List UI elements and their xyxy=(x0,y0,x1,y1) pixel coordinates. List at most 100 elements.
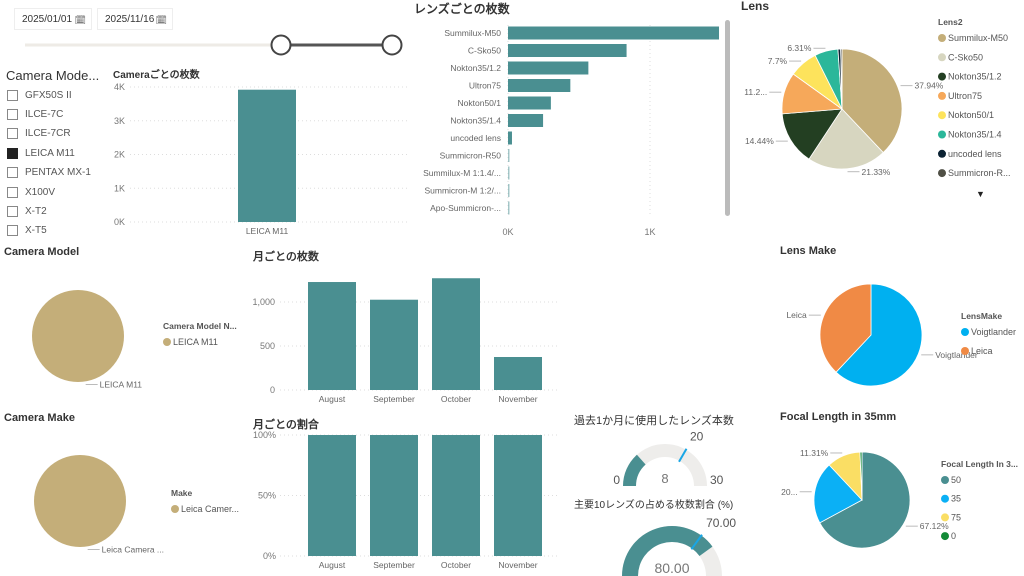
legend-item[interactable]: Nokton35/1.2 xyxy=(948,72,1002,82)
y-tick-label: Nokton50/1 xyxy=(458,98,502,108)
data-label: Leica Camera ... xyxy=(102,544,164,554)
slider-start-handle[interactable] xyxy=(270,34,292,56)
bar[interactable] xyxy=(308,435,356,556)
caret-down-icon[interactable]: ▼ xyxy=(976,189,985,199)
bar[interactable] xyxy=(508,96,551,110)
legend-item[interactable]: LEICA M11 xyxy=(173,337,218,347)
slider-end-handle[interactable] xyxy=(381,34,403,56)
camera-slicer-item[interactable]: ILCE-7CR xyxy=(7,126,71,142)
y-tick-label: 0 xyxy=(270,385,275,395)
bar[interactable] xyxy=(508,184,510,197)
camera-slicer-item-label: X100V xyxy=(25,186,56,198)
legend-item[interactable]: 0 xyxy=(951,531,956,541)
lens-count-title: レンズごとの枚数 xyxy=(414,2,510,16)
gauge-target-label: 20 xyxy=(690,430,704,444)
date-range-slider[interactable] xyxy=(0,0,420,60)
bar[interactable] xyxy=(508,201,510,215)
legend-item[interactable]: Nokton50/1 xyxy=(948,110,994,120)
bar[interactable] xyxy=(432,278,480,390)
y-tick-label: 1,000 xyxy=(252,297,275,307)
checkbox[interactable] xyxy=(7,89,18,101)
pie-slice[interactable] xyxy=(781,108,843,160)
pie-slice[interactable] xyxy=(840,48,843,110)
legend-item[interactable]: Leica Camer... xyxy=(181,504,239,514)
pie-slice[interactable] xyxy=(819,451,911,549)
bar[interactable] xyxy=(508,44,627,57)
pie-slice[interactable] xyxy=(859,451,863,501)
bar[interactable] xyxy=(432,435,480,556)
bar[interactable] xyxy=(494,357,542,390)
bar[interactable] xyxy=(508,131,512,145)
legend-marker xyxy=(938,111,946,120)
bar[interactable] xyxy=(508,61,589,75)
calendar-icon[interactable]: 🗓 xyxy=(74,15,86,25)
checkbox[interactable] xyxy=(7,147,18,159)
x-tick-label: September xyxy=(373,394,415,404)
end-date-value: 2025/11/16 xyxy=(105,14,155,25)
start-date-input[interactable]: 2025/01/01 🗓 xyxy=(14,8,92,30)
camera-slicer-item[interactable]: X100V xyxy=(7,184,55,200)
camera-slicer-item[interactable]: X-T5 xyxy=(7,223,47,239)
pie-slice[interactable] xyxy=(813,464,863,524)
gauge-fill xyxy=(621,525,713,576)
x-tick-label: 0K xyxy=(502,227,513,237)
bar[interactable] xyxy=(370,299,418,390)
camera-slicer-item[interactable]: GFX50S II xyxy=(7,87,72,103)
camera-slicer-item-label: X-T5 xyxy=(25,225,47,237)
camera-slicer-item[interactable]: ILCE-7C xyxy=(7,106,63,122)
legend-item[interactable]: uncoded lens xyxy=(948,149,1002,159)
end-date-input[interactable]: 2025/11/16 🗓 xyxy=(97,8,173,30)
data-label: 37.94% xyxy=(915,81,944,91)
y-tick-label: Apo-Summicron-... xyxy=(430,203,501,213)
y-tick-label: 3K xyxy=(114,116,125,126)
bar[interactable] xyxy=(508,26,720,40)
legend-marker xyxy=(163,338,171,346)
bar[interactable] xyxy=(508,166,510,180)
legend-item[interactable]: Leica xyxy=(971,346,993,356)
focal-length-title: Focal Length in 35mm xyxy=(780,411,897,423)
legend-item[interactable]: Voigtlander xyxy=(971,327,1016,337)
camera-slicer-item[interactable]: PENTAX MX-1 xyxy=(7,165,91,181)
checkbox[interactable] xyxy=(7,128,18,140)
legend-marker xyxy=(938,91,946,100)
bar[interactable] xyxy=(308,282,356,390)
checkbox[interactable] xyxy=(7,167,18,179)
camera-slicer-item[interactable]: X-T2 xyxy=(7,203,47,219)
checkbox[interactable] xyxy=(7,186,18,198)
legend-item[interactable]: 50 xyxy=(951,475,961,485)
checkbox[interactable] xyxy=(7,225,18,237)
bar[interactable] xyxy=(494,435,542,556)
data-label: 6.31% xyxy=(787,43,812,53)
calendar-icon[interactable]: 🗓 xyxy=(155,15,167,25)
legend-item[interactable]: 75 xyxy=(951,512,961,522)
legend-item[interactable]: Summilux-M50 xyxy=(948,33,1008,43)
checkbox[interactable] xyxy=(7,108,18,120)
pie-slice[interactable] xyxy=(835,283,923,387)
pie-slice[interactable] xyxy=(808,108,884,170)
legend-item[interactable]: Nokton35/1.4 xyxy=(948,130,1002,140)
legend-marker xyxy=(941,513,949,522)
camera-slicer-item[interactable]: LEICA M11 xyxy=(7,145,75,161)
gauge-target-label: 70.00 xyxy=(706,516,736,530)
checkbox[interactable] xyxy=(7,205,18,217)
y-tick-label: Summicron-R50 xyxy=(440,151,502,161)
bar[interactable] xyxy=(508,114,544,127)
legend-item[interactable]: C-Sko50 xyxy=(948,52,983,62)
bar[interactable] xyxy=(508,79,571,92)
y-tick-label: 100% xyxy=(253,430,276,440)
legend-item[interactable]: Ultron75 xyxy=(948,91,982,101)
x-tick-label: August xyxy=(319,560,346,570)
data-label: 67.12% xyxy=(920,521,949,531)
pie-slice[interactable] xyxy=(32,290,124,382)
legend-item[interactable]: Summicron-R... xyxy=(948,168,1011,178)
pie-slice[interactable] xyxy=(34,455,126,547)
bar[interactable] xyxy=(370,435,418,556)
legend-marker xyxy=(941,476,949,484)
bar[interactable] xyxy=(508,149,510,162)
pie-slice[interactable] xyxy=(841,48,903,154)
lens-chart-scrollbar[interactable] xyxy=(725,20,730,216)
legend-item[interactable]: 35 xyxy=(951,494,961,504)
bar[interactable] xyxy=(238,89,296,222)
y-tick-label: 0% xyxy=(263,551,276,561)
pie-slice[interactable] xyxy=(819,283,872,373)
